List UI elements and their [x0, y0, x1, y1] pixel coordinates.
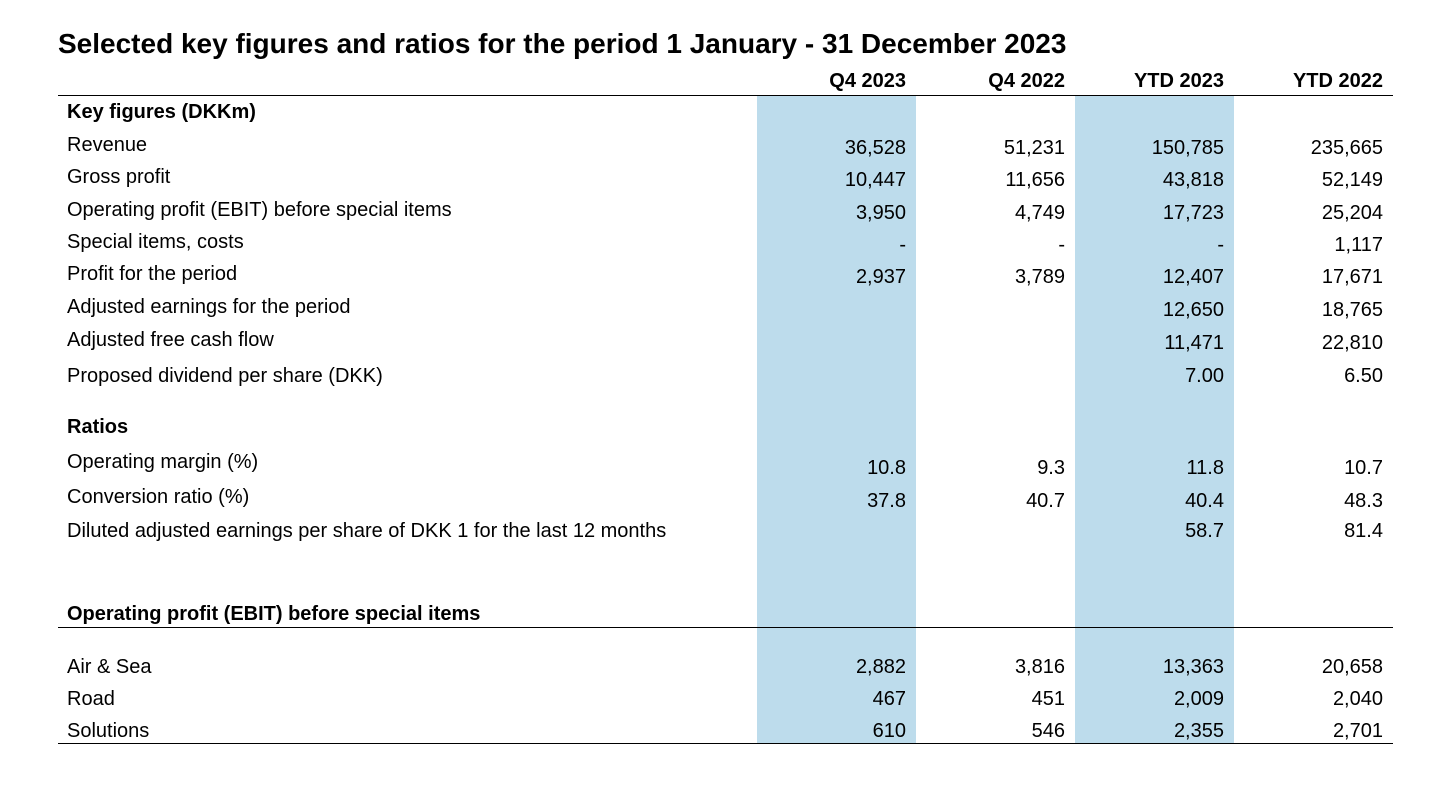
cell-value: 7.00 [1185, 365, 1224, 387]
row-label: Special items, costs [67, 231, 244, 253]
cell-value: 10,447 [844, 169, 906, 191]
cell-value: - [899, 234, 906, 256]
cell-value: 18,765 [1321, 299, 1383, 321]
cell-value: 25,204 [1321, 202, 1383, 224]
cell-value: 81.4 [1344, 520, 1383, 542]
cell-value: 58.7 [1185, 520, 1224, 542]
cell-value: - [1058, 234, 1065, 256]
cell-value: 48.3 [1344, 490, 1383, 512]
cell-value: 610 [872, 720, 906, 742]
column-header-q4-2023: Q4 2023 [829, 70, 906, 92]
cell-value: 20,658 [1321, 656, 1383, 678]
cell-value: 36,528 [844, 137, 906, 159]
table-bottom-border [58, 743, 1393, 744]
row-label: Conversion ratio (%) [67, 486, 250, 508]
cell-value: 2,040 [1332, 688, 1383, 710]
row-label: Operating margin (%) [67, 451, 259, 473]
cell-value: 451 [1031, 688, 1065, 710]
cell-value: 6.50 [1344, 365, 1383, 387]
cell-value: 2,882 [855, 656, 906, 678]
section-key-figures: Key figures (DKKm) [67, 101, 256, 123]
row-label: Air & Sea [67, 656, 152, 678]
column-header-q4-2022: Q4 2022 [988, 70, 1065, 92]
cell-value: 37.8 [867, 490, 906, 512]
cell-value: 1,117 [1334, 234, 1383, 256]
row-label: Diluted adjusted earnings per share of D… [67, 520, 667, 542]
cell-value: 2,009 [1173, 688, 1224, 710]
cell-value: 2,355 [1173, 720, 1224, 742]
row-label: Solutions [67, 720, 150, 742]
cell-value: 10.8 [867, 457, 906, 479]
cell-value: 12,407 [1162, 266, 1224, 288]
header-divider [58, 95, 1393, 96]
cell-value: 150,785 [1151, 137, 1224, 159]
cell-value: 13,363 [1162, 656, 1224, 678]
cell-value: 40.4 [1185, 490, 1224, 512]
page-title: Selected key figures and ratios for the … [58, 28, 1067, 59]
cell-value: 235,665 [1310, 137, 1383, 159]
cell-value: 11,656 [1005, 169, 1065, 191]
column-header-ytd-2023: YTD 2023 [1133, 70, 1224, 92]
cell-value: 17,723 [1162, 202, 1224, 224]
cell-value: 2,937 [855, 266, 906, 288]
cell-value: 3,789 [1014, 266, 1065, 288]
cell-value: 4,749 [1014, 202, 1065, 224]
cell-value: 51,231 [1003, 137, 1065, 159]
cell-value: 11.8 [1186, 457, 1224, 479]
cell-value: - [1217, 234, 1224, 256]
section-ebit-segments: Operating profit (EBIT) before special i… [67, 603, 481, 625]
row-label: Operating profit (EBIT) before special i… [67, 199, 452, 221]
cell-value: 3,950 [855, 202, 906, 224]
cell-value: 52,149 [1321, 169, 1383, 191]
row-label: Adjusted earnings for the period [67, 296, 351, 318]
cell-value: 2,701 [1332, 720, 1383, 742]
row-label: Revenue [67, 134, 148, 156]
row-label: Gross profit [67, 166, 171, 188]
cell-value: 11,471 [1164, 332, 1224, 354]
section-ratios: Ratios [67, 416, 129, 438]
cell-value: 9.3 [1037, 457, 1065, 479]
cell-value: 467 [872, 688, 906, 710]
cell-value: 546 [1031, 720, 1065, 742]
highlight-column-q4-2023 [757, 96, 916, 743]
row-label: Road [67, 688, 115, 710]
cell-value: 22,810 [1321, 332, 1383, 354]
segment-divider [58, 627, 1393, 628]
column-header-ytd-2022: YTD 2022 [1292, 70, 1383, 92]
cell-value: 10.7 [1344, 457, 1383, 479]
row-label: Proposed dividend per share (DKK) [67, 365, 383, 387]
cell-value: 17,671 [1321, 266, 1383, 288]
row-label: Profit for the period [67, 263, 238, 285]
cell-value: 43,818 [1162, 169, 1224, 191]
highlight-column-ytd-2023 [1075, 96, 1234, 743]
row-label: Adjusted free cash flow [67, 329, 274, 351]
cell-value: 12,650 [1162, 299, 1224, 321]
cell-value: 3,816 [1014, 656, 1065, 678]
cell-value: 40.7 [1026, 490, 1065, 512]
